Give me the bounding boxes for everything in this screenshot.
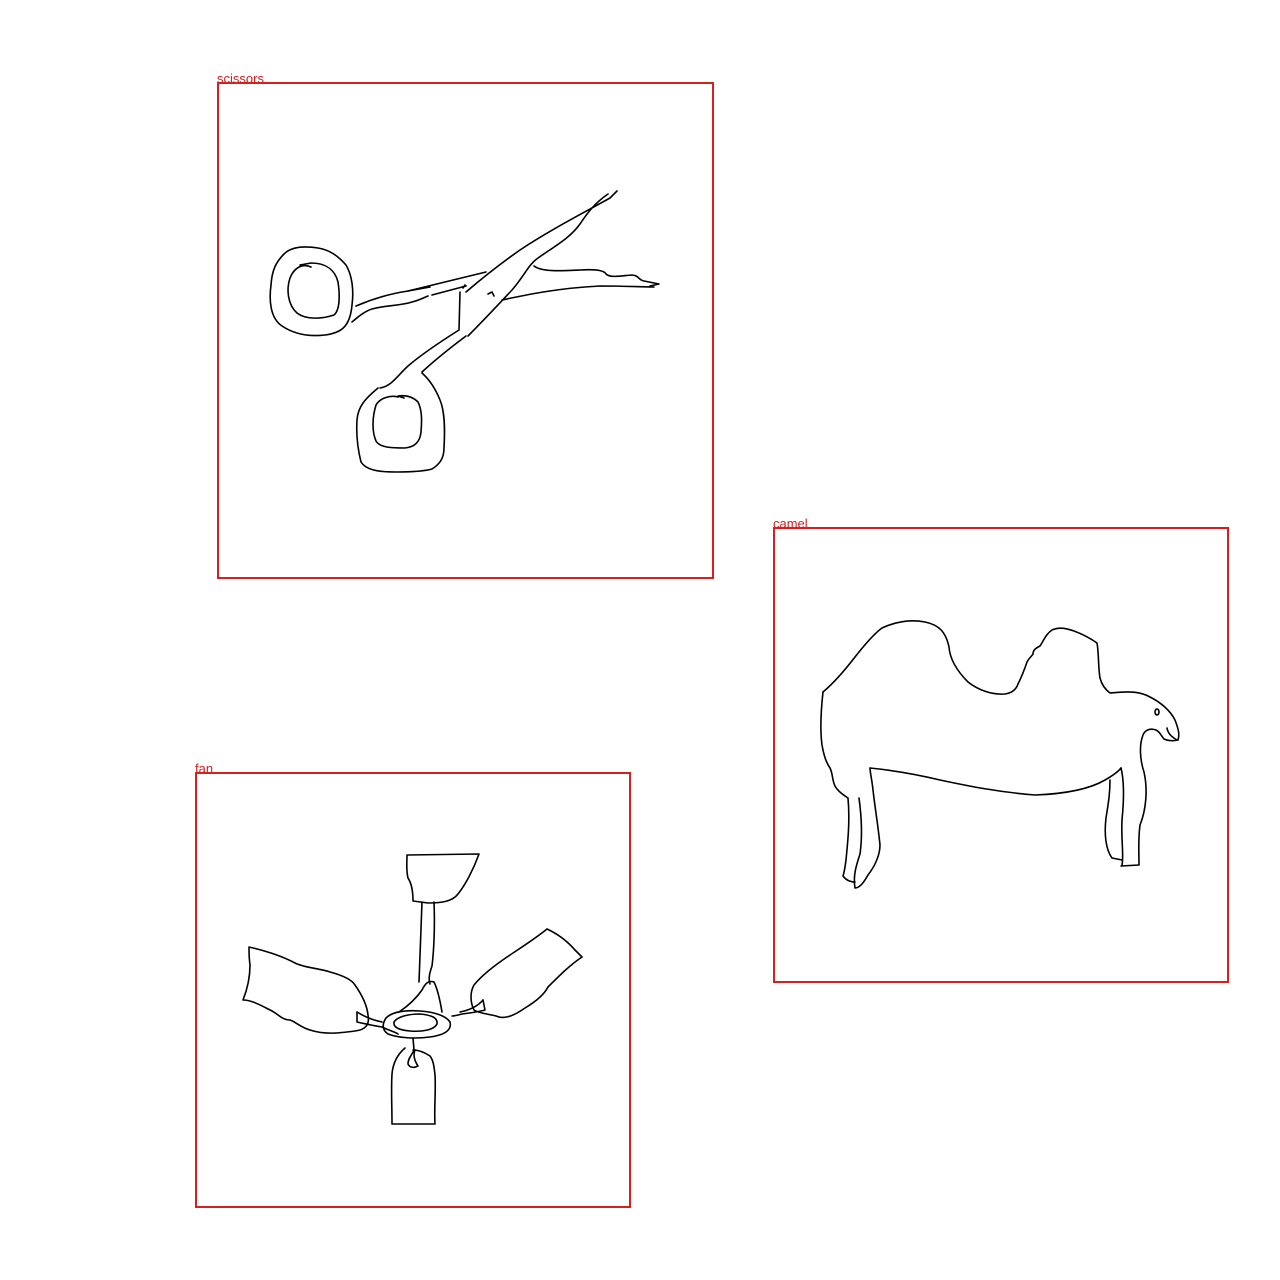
detection-box-camel [773, 527, 1229, 983]
fan-sketch [242, 853, 583, 1125]
detection-label-fan: fan [195, 761, 214, 776]
detection-box-fan [195, 772, 631, 1208]
detection-label-scissors: scissors [217, 71, 264, 86]
camel-sketch [820, 620, 1180, 889]
scissors-sketch [269, 190, 660, 473]
detection-label-camel: camel [773, 516, 808, 531]
detection-box-scissors [217, 82, 714, 579]
